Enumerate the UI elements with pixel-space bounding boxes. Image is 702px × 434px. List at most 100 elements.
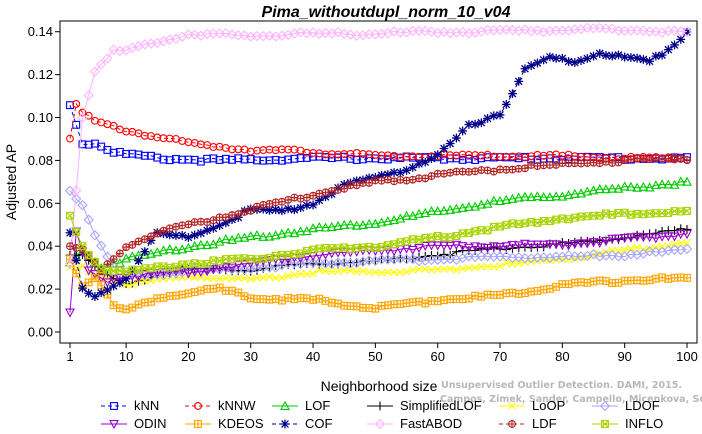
- data-point: [470, 242, 481, 252]
- data-point: [289, 228, 300, 238]
- data-point: [396, 238, 405, 247]
- data-point: [146, 268, 156, 278]
- data-point: [240, 208, 249, 216]
- data-point: [439, 296, 448, 305]
- data-point: [271, 205, 281, 215]
- legend-item: LDOF: [592, 398, 660, 413]
- data-point: [265, 199, 274, 208]
- data-point: [638, 233, 649, 243]
- data-point: [632, 232, 643, 242]
- series-ldf: [66, 153, 691, 275]
- legend-item: kNN: [101, 398, 159, 413]
- data-point: [408, 175, 417, 184]
- data-point: [128, 149, 137, 158]
- data-point: [66, 134, 74, 143]
- legend-item: SimplifiedLOF: [367, 398, 482, 413]
- data-point: [439, 205, 449, 215]
- data-point: [627, 244, 635, 253]
- data-point: [589, 277, 598, 286]
- data-point: [669, 232, 680, 242]
- data-point: [444, 253, 456, 265]
- data-point: [277, 145, 286, 154]
- data-point: [620, 208, 629, 217]
- data-point: [469, 27, 481, 38]
- data-point: [570, 58, 580, 67]
- data-point: [477, 154, 486, 163]
- data-point: [545, 217, 554, 226]
- data-point: [64, 185, 76, 196]
- series-kdeos: [66, 255, 691, 314]
- data-point: [465, 264, 473, 272]
- data-point: [663, 45, 673, 55]
- data-point: [165, 134, 174, 143]
- x-tick-label: 20: [181, 349, 195, 364]
- data-point: [371, 243, 380, 252]
- data-point: [552, 282, 561, 291]
- data-point: [594, 238, 605, 248]
- data-point: [189, 29, 200, 40]
- data-point: [582, 22, 593, 33]
- legend-label: COF: [305, 416, 333, 431]
- data-point: [265, 295, 274, 304]
- data-point: [364, 218, 375, 228]
- data-point: [352, 268, 361, 276]
- data-point: [496, 262, 504, 271]
- data-point: [619, 181, 630, 191]
- data-point: [563, 241, 574, 251]
- data-point: [296, 203, 305, 213]
- data-point: [222, 274, 230, 282]
- data-point: [351, 257, 362, 269]
- data-point: [365, 154, 374, 163]
- data-point: [614, 278, 623, 287]
- data-point: [582, 186, 593, 196]
- data-point: [544, 252, 556, 264]
- data-point: [551, 240, 562, 250]
- data-point: [533, 286, 542, 295]
- data-point: [440, 265, 448, 273]
- data-point: [382, 246, 393, 256]
- data-point: [357, 219, 368, 230]
- data-point: [339, 180, 349, 189]
- data-point: [115, 278, 125, 288]
- data-point: [433, 150, 443, 160]
- data-point: [439, 144, 449, 153]
- data-point: [539, 55, 549, 65]
- plot-frame: [59, 20, 698, 344]
- data-point: [208, 265, 219, 275]
- data-point: [315, 294, 324, 303]
- data-point: [638, 181, 649, 191]
- data-point: [326, 28, 337, 39]
- data-point: [613, 234, 624, 244]
- data-point: [377, 242, 386, 251]
- data-point: [195, 239, 206, 249]
- data-point: [321, 267, 330, 275]
- data-point: [657, 179, 667, 189]
- data-point: [408, 298, 417, 307]
- data-point: [513, 192, 524, 202]
- data-point: [183, 269, 194, 279]
- data-point: [451, 240, 462, 250]
- data-point: [109, 255, 118, 263]
- data-point: [607, 250, 618, 261]
- data-point: [345, 29, 356, 40]
- data-point: [102, 53, 113, 64]
- data-point: [458, 150, 467, 159]
- data-point: [532, 240, 543, 250]
- data-point: [228, 286, 236, 295]
- data-point: [309, 245, 318, 254]
- data-point: [451, 203, 462, 213]
- data-point: [365, 268, 373, 277]
- data-point: [315, 189, 324, 198]
- data-point: [383, 155, 392, 164]
- data-point: [302, 153, 311, 162]
- data-point: [128, 241, 137, 249]
- data-point: [189, 267, 200, 277]
- data-point: [681, 26, 693, 37]
- data-point: [670, 240, 679, 249]
- data-point: [495, 195, 505, 206]
- data-point: [245, 231, 256, 241]
- data-point: [370, 255, 381, 267]
- data-point: [234, 154, 243, 163]
- data-point: [408, 163, 418, 172]
